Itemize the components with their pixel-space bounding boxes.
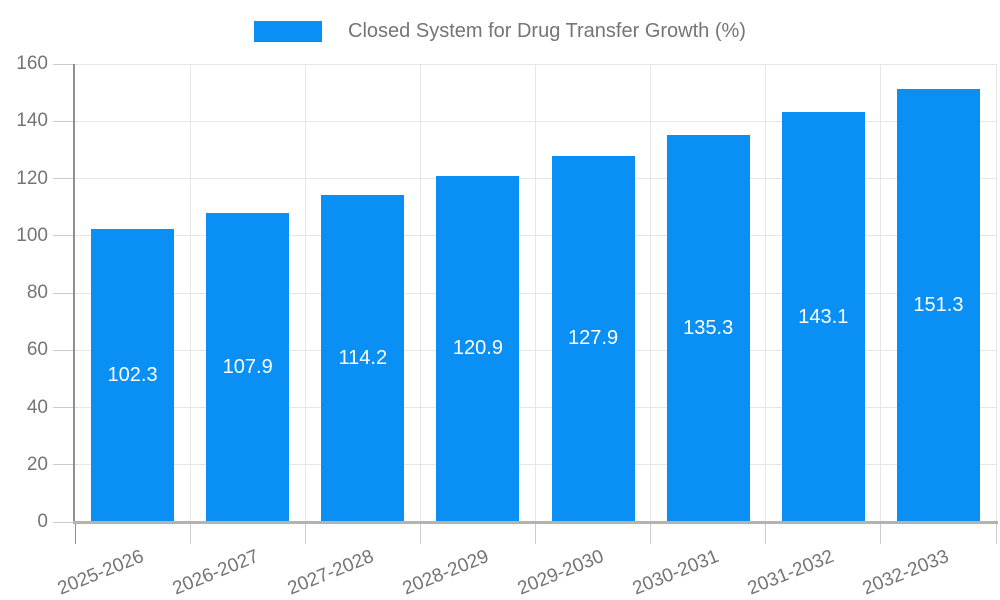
y-axis-line [73, 64, 75, 522]
y-axis-label: 20 [26, 453, 48, 475]
bar[interactable]: 127.9 [551, 155, 635, 522]
bar-value-label: 127.9 [568, 327, 619, 350]
gridline-vertical [419, 64, 421, 522]
bar[interactable]: 135.3 [666, 134, 750, 522]
x-axis-label: 2028-2029 [399, 546, 492, 600]
y-tick [53, 464, 75, 466]
gridline-vertical [189, 64, 191, 522]
y-tick [53, 63, 75, 65]
x-axis-label: 2026-2027 [169, 546, 262, 600]
x-tick [650, 523, 652, 544]
bar-value-label: 120.9 [452, 337, 503, 360]
y-axis-label: 160 [16, 53, 48, 74]
gridline-vertical [650, 64, 652, 522]
y-tick [53, 292, 75, 294]
y-axis-label: 120 [16, 167, 48, 189]
bar[interactable]: 102.3 [91, 229, 175, 522]
y-tick [53, 235, 75, 237]
bar[interactable]: 107.9 [206, 213, 290, 522]
y-tick [53, 178, 75, 179]
x-tick [304, 523, 306, 544]
x-tick [74, 523, 76, 544]
x-axis-label: 2031-2032 [745, 546, 838, 600]
y-axis-label: 60 [26, 339, 48, 361]
bar-value-label: 107.9 [222, 356, 273, 379]
y-tick [53, 120, 75, 122]
x-tick [765, 523, 767, 544]
y-axis-label: 80 [26, 282, 48, 303]
y-tick [53, 521, 75, 523]
legend-swatch [254, 21, 323, 42]
y-axis-label: 100 [16, 224, 48, 246]
x-axis-label: 2027-2028 [284, 546, 377, 600]
bar-value-label: 114.2 [338, 347, 388, 370]
bar-value-label: 135.3 [683, 316, 734, 339]
bar[interactable]: 143.1 [781, 112, 865, 522]
gridline-vertical [765, 64, 767, 522]
bar-value-label: 143.1 [798, 305, 849, 328]
x-tick [880, 523, 882, 544]
y-axis-label: 40 [26, 396, 48, 418]
x-axis-label: 2030-2031 [629, 546, 723, 600]
gridline-vertical [880, 64, 882, 522]
y-tick [53, 407, 75, 408]
legend[interactable]: Closed System for Drug Transfer Growth (… [0, 20, 1000, 43]
x-tick [535, 523, 536, 544]
x-axis-label: 2032-2033 [860, 546, 953, 600]
y-tick [53, 349, 75, 351]
y-axis-label: 140 [16, 110, 48, 132]
legend-title: Closed System for Drug Transfer Growth (… [348, 20, 746, 42]
x-axis-line [73, 521, 998, 524]
gridline-vertical [535, 64, 536, 522]
x-axis-label: 2025-2026 [54, 546, 147, 600]
y-axis-label: 0 [37, 511, 48, 532]
bar-value-label: 102.3 [107, 364, 158, 387]
x-tick [419, 523, 421, 544]
bar[interactable]: 151.3 [896, 88, 980, 522]
bar[interactable]: 114.2 [321, 195, 405, 522]
gridline-vertical [995, 64, 997, 522]
gridline-vertical [304, 64, 306, 522]
x-axis-label: 2029-2030 [514, 546, 607, 600]
x-tick [995, 523, 997, 544]
bar[interactable]: 120.9 [436, 175, 520, 522]
bar-value-label: 151.3 [913, 293, 964, 316]
x-tick [189, 523, 191, 544]
